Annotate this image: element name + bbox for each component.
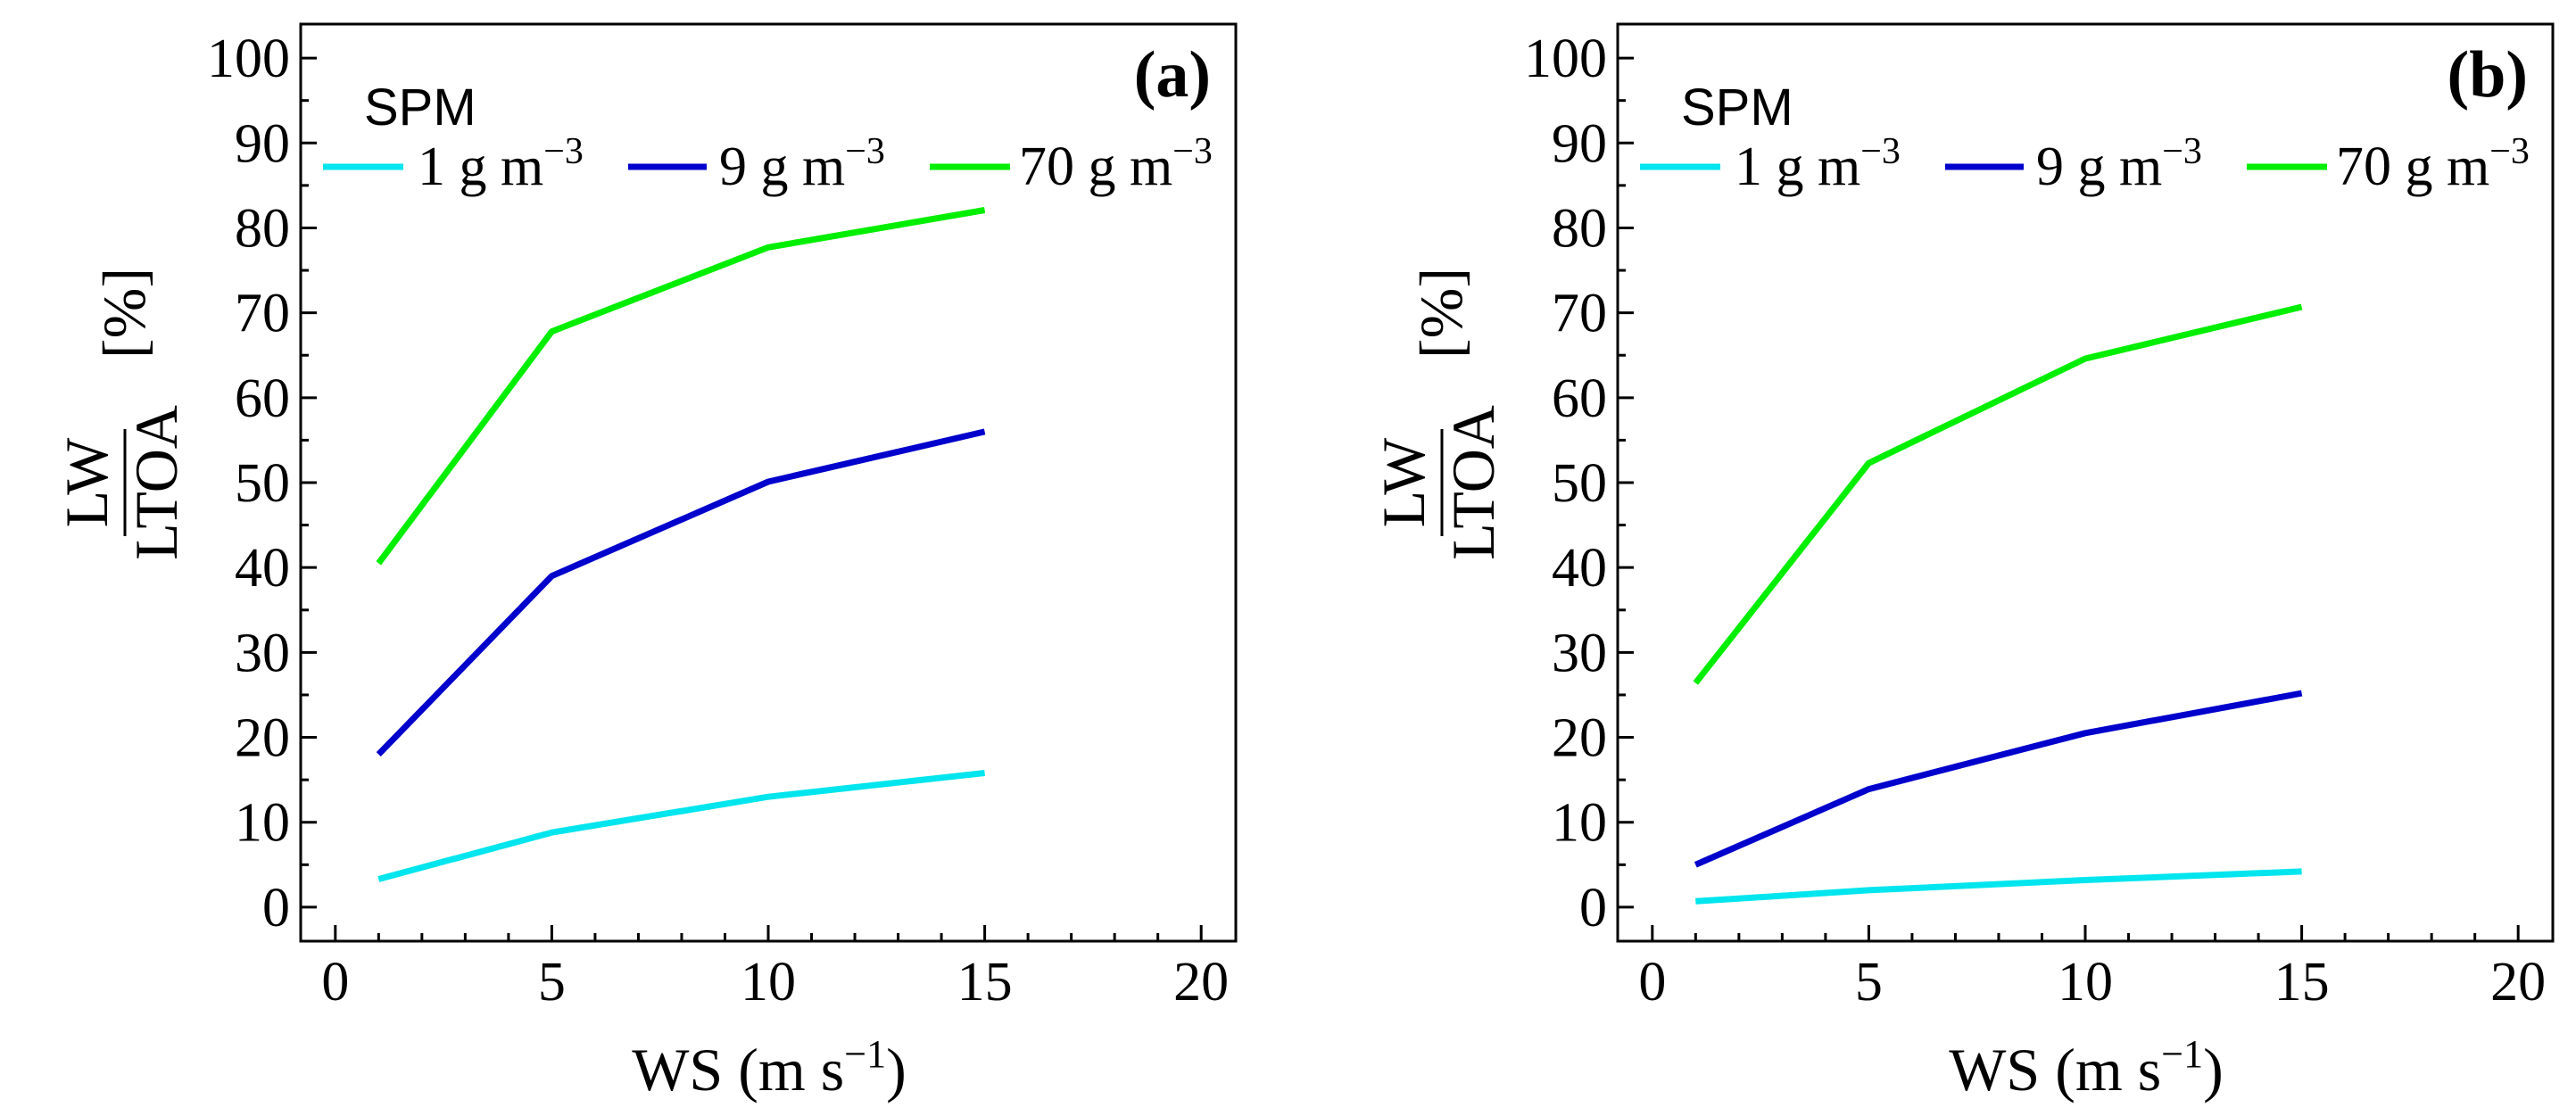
panel-b-y-tick-label: 90 [1552, 113, 1607, 174]
panel-b-legend-unit-3: g m [2406, 136, 2490, 197]
panel-b-legend-label-1: 1 g m−3 [1735, 131, 1901, 197]
panel-a-legend-item-3: 70 g m−3 [930, 131, 1213, 197]
panel-a-legend: SPM 1 g m−3 9 g m−3 70 g m−3 [323, 79, 1213, 197]
panel-b-legend-item-2: 9 g m−3 [1945, 131, 2202, 197]
panel-b-y-tick-label: 50 [1552, 453, 1607, 514]
panel-a-legend-unit-3: g m [1089, 136, 1173, 197]
panel-a-tick-labels: 0 5 10 15 20 0 10 20 30 40 50 60 70 80 90 100 [207, 29, 1229, 1013]
panel-b-x-tick-label: 0 [1638, 952, 1666, 1013]
panel-b-series-line-1 [1695, 868, 2302, 905]
panel-b-legend-exp-3: −3 [2489, 131, 2530, 172]
panel-a-y-tick-label: 90 [235, 113, 290, 174]
panel-b-x-tick-label: 15 [2274, 952, 2330, 1013]
panel-a-ticks [301, 56, 1203, 941]
panel-a-series [376, 207, 986, 882]
panel-a-legend-label-2: 9 g m−3 [719, 131, 885, 197]
panel-a-y-unit: [%] [90, 268, 158, 359]
panel-b-y-tick-label: 0 [1579, 878, 1607, 938]
panel-b-legend-value-3: 70 [2336, 136, 2391, 197]
panel-b-legend-item-1: 1 g m−3 [1640, 131, 1901, 197]
panel-a-legend-unit-1: g m [460, 136, 544, 197]
panel-a-x-tick-label: 5 [538, 952, 566, 1013]
panel-a-legend-exp-1: −3 [543, 131, 584, 172]
panel-b-legend: SPM 1 g m−3 9 g m−3 70 g m−3 [1640, 79, 2530, 197]
panel-b-tick-labels: 0 5 10 15 20 0 10 20 30 40 50 60 70 80 90 100 [1524, 29, 2546, 1013]
panel-b-series-line-3 [1693, 303, 2303, 685]
panel-a-legend-label-1: 1 g m−3 [418, 131, 584, 197]
panel-b-x-title-main: WS (m s [1949, 1036, 2161, 1104]
panel-b-y-tick-label: 40 [1552, 538, 1607, 599]
panel-a-x-title-main: WS (m s [632, 1036, 844, 1104]
panel-b-legend-title: SPM [1681, 79, 1793, 136]
panel-a-legend-item-1: 1 g m−3 [323, 131, 584, 197]
panel-b-y-tick-label: 80 [1552, 198, 1607, 259]
panel-a-y-tick-label: 20 [235, 708, 290, 769]
panel-a-legend-exp-2: −3 [845, 131, 885, 172]
panel-b-series-line-2 [1694, 690, 2303, 868]
panel-a-y-denominator: LTOA [122, 405, 190, 560]
panel-a-y-tick-label: 30 [235, 623, 290, 683]
panel-b-x-tick-label: 10 [2058, 952, 2113, 1013]
panel-b-y-tick-label: 30 [1552, 623, 1607, 683]
panel-b-legend-exp-2: −3 [2162, 131, 2202, 172]
panel-a-legend-unit-2: g m [761, 136, 846, 197]
panel-b-y-tick-label: 60 [1552, 368, 1607, 429]
panel-b-x-title-exp: −1 [2161, 1032, 2203, 1076]
panel-a: 0 5 10 15 20 0 10 20 30 40 50 60 70 80 90 100 LW LTOA [… [53, 22, 1238, 1104]
panel-b-y-tick-label: 10 [1552, 793, 1607, 854]
panel-b-y-axis-title: LW LTOA [%] [1370, 268, 1507, 560]
panel-a-legend-exp-3: −3 [1172, 131, 1213, 172]
panel-b-ticks [1618, 56, 2520, 941]
panel-a-y-tick-label: 0 [262, 878, 290, 938]
panel-a-x-title-close: ) [886, 1036, 907, 1104]
panel-a-y-tick-label: 70 [235, 284, 290, 344]
panel-b-y-tick-label: 100 [1524, 29, 1607, 89]
panel-a-y-tick-label: 40 [235, 538, 290, 599]
panel-a-x-tick-label: 0 [321, 952, 349, 1013]
panel-b-legend-label-3: 70 g m−3 [2336, 131, 2530, 197]
panel-a-x-tick-label: 10 [741, 952, 796, 1013]
panel-b-y-numerator: LW [1370, 437, 1437, 527]
panel-b-series [1693, 303, 2303, 905]
panel-a-y-tick-label: 80 [235, 198, 290, 259]
panel-b-legend-label-2: 9 g m−3 [2036, 131, 2202, 197]
panel-b-legend-item-3: 70 g m−3 [2247, 131, 2530, 197]
panel-a-y-numerator: LW [53, 437, 120, 527]
panel-a-legend-value-2: 9 [719, 136, 747, 197]
panel-a-y-tick-label: 10 [235, 793, 290, 854]
panel-a-legend-value-1: 1 [418, 136, 445, 197]
panel-b-x-axis-title: WS (m s−1) [1949, 1032, 2223, 1104]
panel-a-y-tick-label: 60 [235, 368, 290, 429]
panel-a-x-tick-label: 15 [957, 952, 1013, 1013]
panel-b-y-tick-label: 20 [1552, 708, 1607, 769]
panel-a-y-tick-label: 100 [207, 29, 290, 89]
panel-b-x-tick-label: 5 [1855, 952, 1883, 1013]
panel-b-legend-unit-1: g m [1777, 136, 1861, 197]
panel-a-legend-label-3: 70 g m−3 [1019, 131, 1213, 197]
panel-b: 0 5 10 15 20 0 10 20 30 40 50 60 70 80 90 100 LW LTOA [… [1370, 22, 2555, 1104]
panel-b-x-tick-label: 20 [2490, 952, 2546, 1013]
panel-a-series-line-1 [377, 770, 985, 882]
panel-b-legend-value-1: 1 [1735, 136, 1762, 197]
panel-b-y-tick-label: 70 [1552, 284, 1607, 344]
panel-b-legend-exp-1: −3 [1860, 131, 1901, 172]
panel-a-legend-value-3: 70 [1019, 136, 1074, 197]
panel-b-y-unit: [%] [1407, 268, 1475, 359]
panel-a-legend-title: SPM [364, 79, 476, 136]
panel-b-legend-value-2: 9 [2036, 136, 2064, 197]
panel-a-x-axis-title: WS (m s−1) [632, 1032, 906, 1104]
panel-b-y-denominator: LTOA [1439, 405, 1507, 560]
panel-a-x-title-exp: −1 [844, 1032, 886, 1076]
panel-a-series-line-3 [376, 207, 986, 566]
panel-a-series-line-2 [376, 428, 986, 757]
panel-a-legend-item-2: 9 g m−3 [628, 131, 885, 197]
panel-a-y-axis-title: LW LTOA [%] [53, 268, 190, 560]
panel-b-x-title-close: ) [2203, 1036, 2224, 1104]
panel-a-label: (a) [1134, 38, 1211, 112]
panel-b-label: (b) [2448, 38, 2528, 112]
panel-b-legend-unit-2: g m [2078, 136, 2163, 197]
panel-a-x-tick-label: 20 [1173, 952, 1229, 1013]
panel-a-y-tick-label: 50 [235, 453, 290, 514]
